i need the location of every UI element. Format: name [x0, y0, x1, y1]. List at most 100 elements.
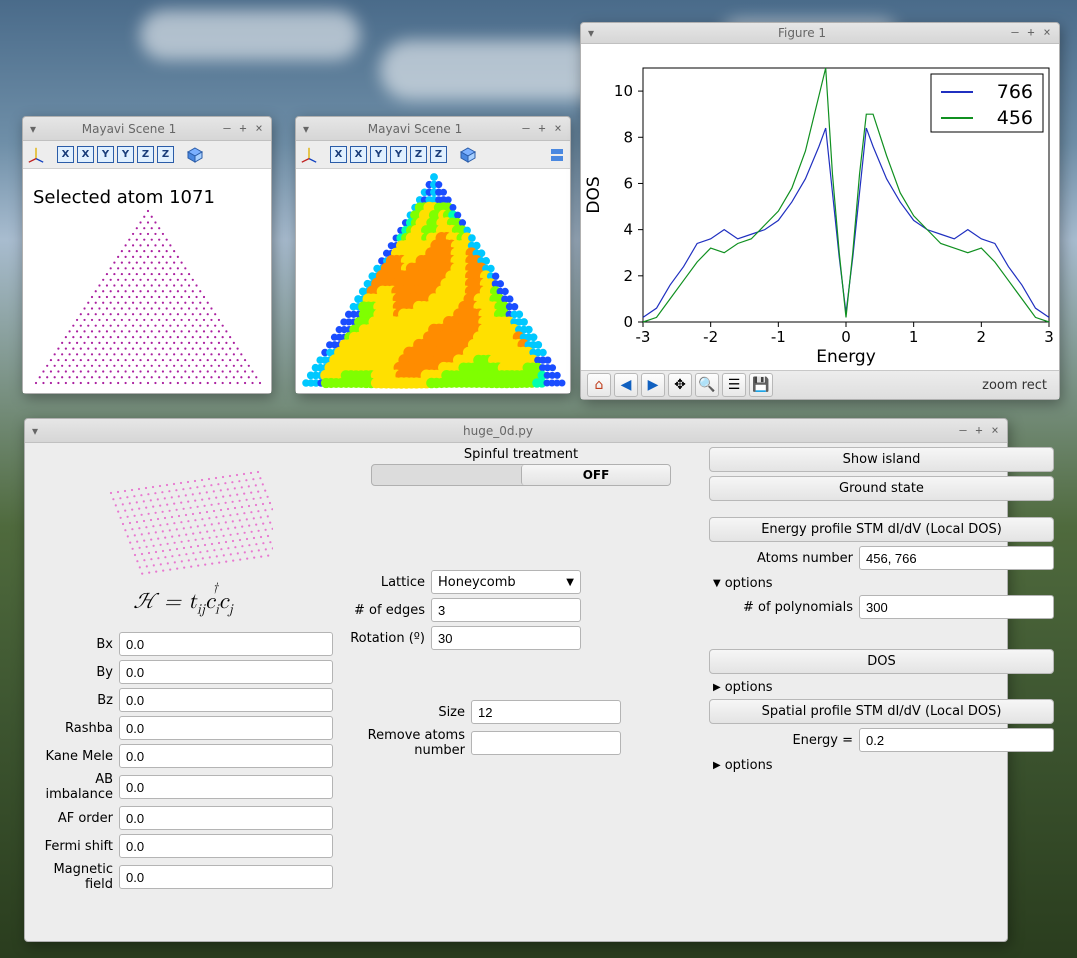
maximize-button[interactable]: +: [971, 423, 987, 439]
atoms-number-input[interactable]: [859, 546, 1054, 570]
minimize-button[interactable]: –: [1007, 25, 1023, 41]
view-z-minus-button[interactable]: Z: [157, 146, 174, 163]
field-input-rashba[interactable]: [119, 716, 333, 740]
svg-text:0: 0: [623, 313, 633, 331]
view-x-plus-button[interactable]: X: [330, 146, 347, 163]
svg-text:-1: -1: [771, 328, 786, 346]
view-y-plus-button[interactable]: Y: [370, 146, 387, 163]
close-button[interactable]: ×: [251, 121, 267, 137]
mayavi-canvas[interactable]: [296, 169, 570, 393]
view-z-plus-button[interactable]: Z: [137, 146, 154, 163]
field-label-5: AB imbalance: [33, 772, 119, 802]
titlebar[interactable]: ▾ Figure 1 – + ×: [581, 23, 1059, 44]
spinful-toggle[interactable]: OFF: [371, 464, 671, 486]
dos-button[interactable]: DOS: [709, 649, 1054, 674]
subplots-button[interactable]: ☰: [722, 373, 746, 397]
view-z-plus-button[interactable]: Z: [410, 146, 427, 163]
field-label-7: Fermi shift: [33, 839, 119, 854]
window-title: Mayavi Scene 1: [312, 122, 518, 136]
window-menu-icon[interactable]: ▾: [27, 122, 39, 136]
close-button[interactable]: ×: [987, 423, 1003, 439]
options-expander-1[interactable]: ▼options: [713, 576, 1054, 591]
axes-icon[interactable]: [300, 146, 318, 164]
home-button[interactable]: ⌂: [587, 373, 611, 397]
field-label-4: Kane Mele: [33, 749, 119, 764]
isometric-view-button[interactable]: [459, 146, 477, 164]
polynomials-input[interactable]: [859, 595, 1054, 619]
show-island-button[interactable]: Show island: [709, 447, 1054, 472]
maximize-button[interactable]: +: [235, 121, 251, 137]
close-button[interactable]: ×: [1039, 25, 1055, 41]
mayavi-toolbar: X X Y Y Z Z: [296, 141, 570, 169]
titlebar[interactable]: ▾ Mayavi Scene 1 – + ×: [23, 117, 271, 141]
parallel-view-button[interactable]: [548, 146, 566, 164]
edges-label: # of edges: [341, 603, 431, 618]
energy-profile-button[interactable]: Energy profile STM dI/dV (Local DOS): [709, 517, 1054, 542]
axes-icon[interactable]: [27, 146, 45, 164]
lattice-select[interactable]: Honeycomb▼: [431, 570, 581, 594]
minimize-button[interactable]: –: [518, 121, 534, 137]
close-button[interactable]: ×: [550, 121, 566, 137]
huge0d-window: ▾ huge_0d.py – + × ℋ = tijc†icj BxByBzRa…: [24, 418, 1008, 942]
svg-text:8: 8: [623, 128, 633, 146]
field-input-magnetic-field[interactable]: [119, 865, 333, 889]
hamiltonian-label: ℋ = tijc†icj: [33, 589, 333, 618]
mayavi-window-2: ▾ Mayavi Scene 1 – + × X X Y Y Z Z: [295, 116, 571, 394]
energy-label: Energy =: [709, 733, 859, 748]
svg-text:2: 2: [623, 267, 633, 285]
svg-text:456: 456: [997, 107, 1033, 129]
minimize-button[interactable]: –: [955, 423, 971, 439]
matplotlib-toolbar: ⌂ ◀ ▶ ✥ 🔍 ☰ 💾 zoom rect: [581, 370, 1059, 399]
view-x-plus-button[interactable]: X: [57, 146, 74, 163]
view-y-minus-button[interactable]: Y: [390, 146, 407, 163]
energy-input[interactable]: [859, 728, 1054, 752]
field-input-bx[interactable]: [119, 632, 333, 656]
lattice-preview: [93, 457, 273, 577]
edges-input[interactable]: [431, 598, 581, 622]
maximize-button[interactable]: +: [1023, 25, 1039, 41]
svg-text:4: 4: [623, 221, 633, 239]
rotation-input[interactable]: [431, 626, 581, 650]
ground-state-button[interactable]: Ground state: [709, 476, 1054, 501]
svg-text:0: 0: [841, 328, 851, 346]
svg-text:1: 1: [909, 328, 919, 346]
window-menu-icon[interactable]: ▾: [585, 26, 597, 40]
app-body: ℋ = tijc†icj BxByBzRashbaKane MeleAB imb…: [25, 443, 1007, 941]
field-input-bz[interactable]: [119, 688, 333, 712]
titlebar[interactable]: ▾ huge_0d.py – + ×: [25, 419, 1007, 443]
view-y-minus-button[interactable]: Y: [117, 146, 134, 163]
window-title: Mayavi Scene 1: [39, 122, 219, 136]
rotation-label: Rotation (º): [341, 631, 431, 646]
matplotlib-canvas[interactable]: -3-2-101230246810EnergyDOS766456: [581, 44, 1059, 370]
save-button[interactable]: 💾: [749, 373, 773, 397]
titlebar[interactable]: ▾ Mayavi Scene 1 – + ×: [296, 117, 570, 141]
maximize-button[interactable]: +: [534, 121, 550, 137]
window-title: Figure 1: [597, 26, 1007, 40]
field-input-ab-imbalance[interactable]: [119, 775, 333, 799]
field-input-fermi-shift[interactable]: [119, 834, 333, 858]
svg-text:2: 2: [977, 328, 987, 346]
window-menu-icon[interactable]: ▾: [300, 122, 312, 136]
window-menu-icon[interactable]: ▾: [29, 424, 41, 438]
field-input-by[interactable]: [119, 660, 333, 684]
remove-atoms-input[interactable]: [471, 731, 621, 755]
view-z-minus-button[interactable]: Z: [430, 146, 447, 163]
options-expander-3[interactable]: ▶options: [713, 758, 1054, 773]
size-input[interactable]: [471, 700, 621, 724]
matplotlib-window: ▾ Figure 1 – + × -3-2-101230246810Energy…: [580, 22, 1060, 400]
view-x-minus-button[interactable]: X: [350, 146, 367, 163]
isometric-view-button[interactable]: [186, 146, 204, 164]
options-expander-2[interactable]: ▶options: [713, 680, 1054, 695]
view-y-plus-button[interactable]: Y: [97, 146, 114, 163]
minimize-button[interactable]: –: [219, 121, 235, 137]
back-button[interactable]: ◀: [614, 373, 638, 397]
svg-text:10: 10: [614, 82, 633, 100]
forward-button[interactable]: ▶: [641, 373, 665, 397]
spatial-profile-button[interactable]: Spatial profile STM dI/dV (Local DOS): [709, 699, 1054, 724]
view-x-minus-button[interactable]: X: [77, 146, 94, 163]
pan-button[interactable]: ✥: [668, 373, 692, 397]
field-input-af-order[interactable]: [119, 806, 333, 830]
mayavi-canvas[interactable]: Selected atom 1071: [23, 169, 271, 393]
zoom-button[interactable]: 🔍: [695, 373, 719, 397]
field-input-kane-mele[interactable]: [119, 744, 333, 768]
